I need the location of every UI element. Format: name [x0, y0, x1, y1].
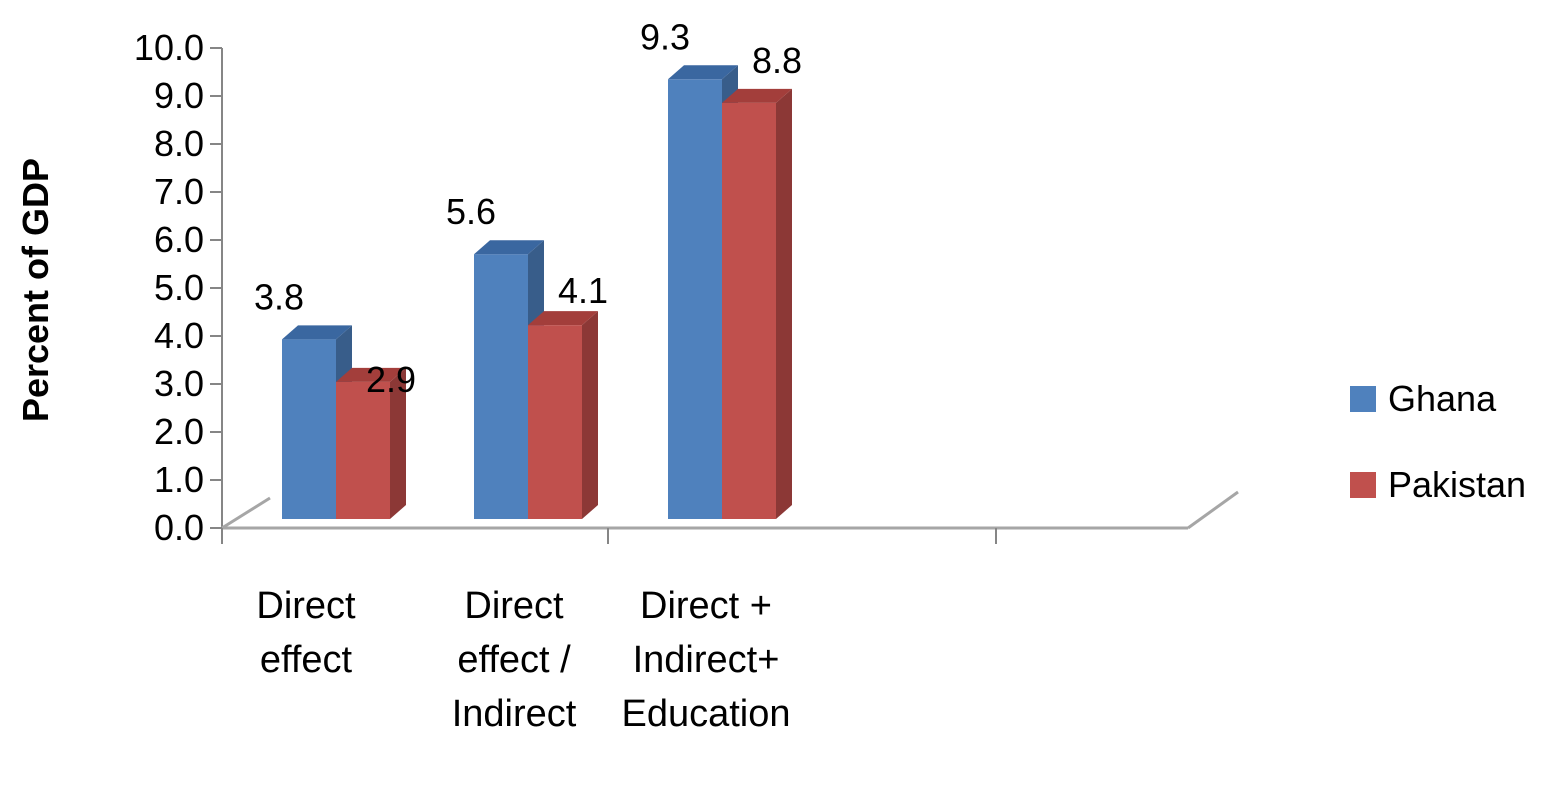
y-tick-label: 9.0	[154, 75, 204, 116]
bar-side-face	[582, 311, 598, 519]
x-category-line: Education	[621, 693, 790, 735]
legend-swatch-ghana	[1350, 386, 1376, 412]
legend-label-ghana: Ghana	[1388, 378, 1497, 419]
bar-front-face	[336, 381, 390, 519]
y-tick-label: 7.0	[154, 171, 204, 212]
bar-front-face	[282, 339, 336, 519]
x-category-line: effect	[260, 639, 353, 681]
data-label-ghana-1: 3.8	[254, 276, 304, 317]
floor-right-edge	[1187, 490, 1239, 530]
bar-top-face	[474, 240, 544, 255]
y-tick-label: 10.0	[134, 27, 204, 68]
bar-pakistan-2	[528, 311, 598, 519]
x-category-line: Indirect	[452, 693, 577, 735]
bar-side-face	[390, 367, 406, 519]
y-axis-title: Percent of GDP	[15, 158, 56, 422]
y-tick-label: 6.0	[154, 219, 204, 260]
y-tick-label: 0.0	[154, 507, 204, 548]
x-category-label-3: Direct + Indirect+ Education	[621, 585, 790, 735]
bar-front-face	[528, 325, 582, 519]
data-label-ghana-3: 9.3	[640, 16, 690, 57]
x-category-line: Direct	[464, 585, 564, 627]
bar-top-face	[282, 325, 352, 340]
bar-top-face	[528, 311, 598, 326]
bar-pakistan-3	[722, 88, 792, 519]
floor-left-edge	[221, 496, 271, 530]
y-tick-label: 5.0	[154, 267, 204, 308]
x-category-label-1: Direct effect	[256, 585, 356, 681]
bar-front-face	[722, 102, 776, 519]
bar-front-face	[474, 254, 528, 519]
y-tick-label: 3.0	[154, 363, 204, 404]
legend-label-pakistan: Pakistan	[1388, 464, 1526, 505]
bar-top-face	[668, 65, 738, 80]
data-label-ghana-2: 5.6	[446, 191, 496, 232]
bar-top-face	[722, 88, 792, 103]
y-tick-label: 1.0	[154, 459, 204, 500]
x-category-line: Direct +	[640, 585, 772, 627]
bar-side-face	[776, 88, 792, 519]
bar-top-face	[336, 367, 406, 382]
legend-swatch-pakistan	[1350, 472, 1376, 498]
x-category-line: Indirect+	[633, 639, 780, 681]
x-category-line: Direct	[256, 585, 356, 627]
y-tick-label: 2.0	[154, 411, 204, 452]
data-label-pakistan-2: 4.1	[558, 270, 608, 311]
bar-front-face	[668, 79, 722, 520]
bar-pakistan-1	[336, 367, 406, 519]
data-label-pakistan-3: 8.8	[752, 40, 802, 81]
y-tick-label: 4.0	[154, 315, 204, 356]
data-label-pakistan-1: 2.9	[366, 359, 416, 400]
x-category-label-2: Direct effect / Indirect	[452, 585, 577, 735]
y-tick-label: 8.0	[154, 123, 204, 164]
x-category-line: effect /	[457, 639, 571, 681]
